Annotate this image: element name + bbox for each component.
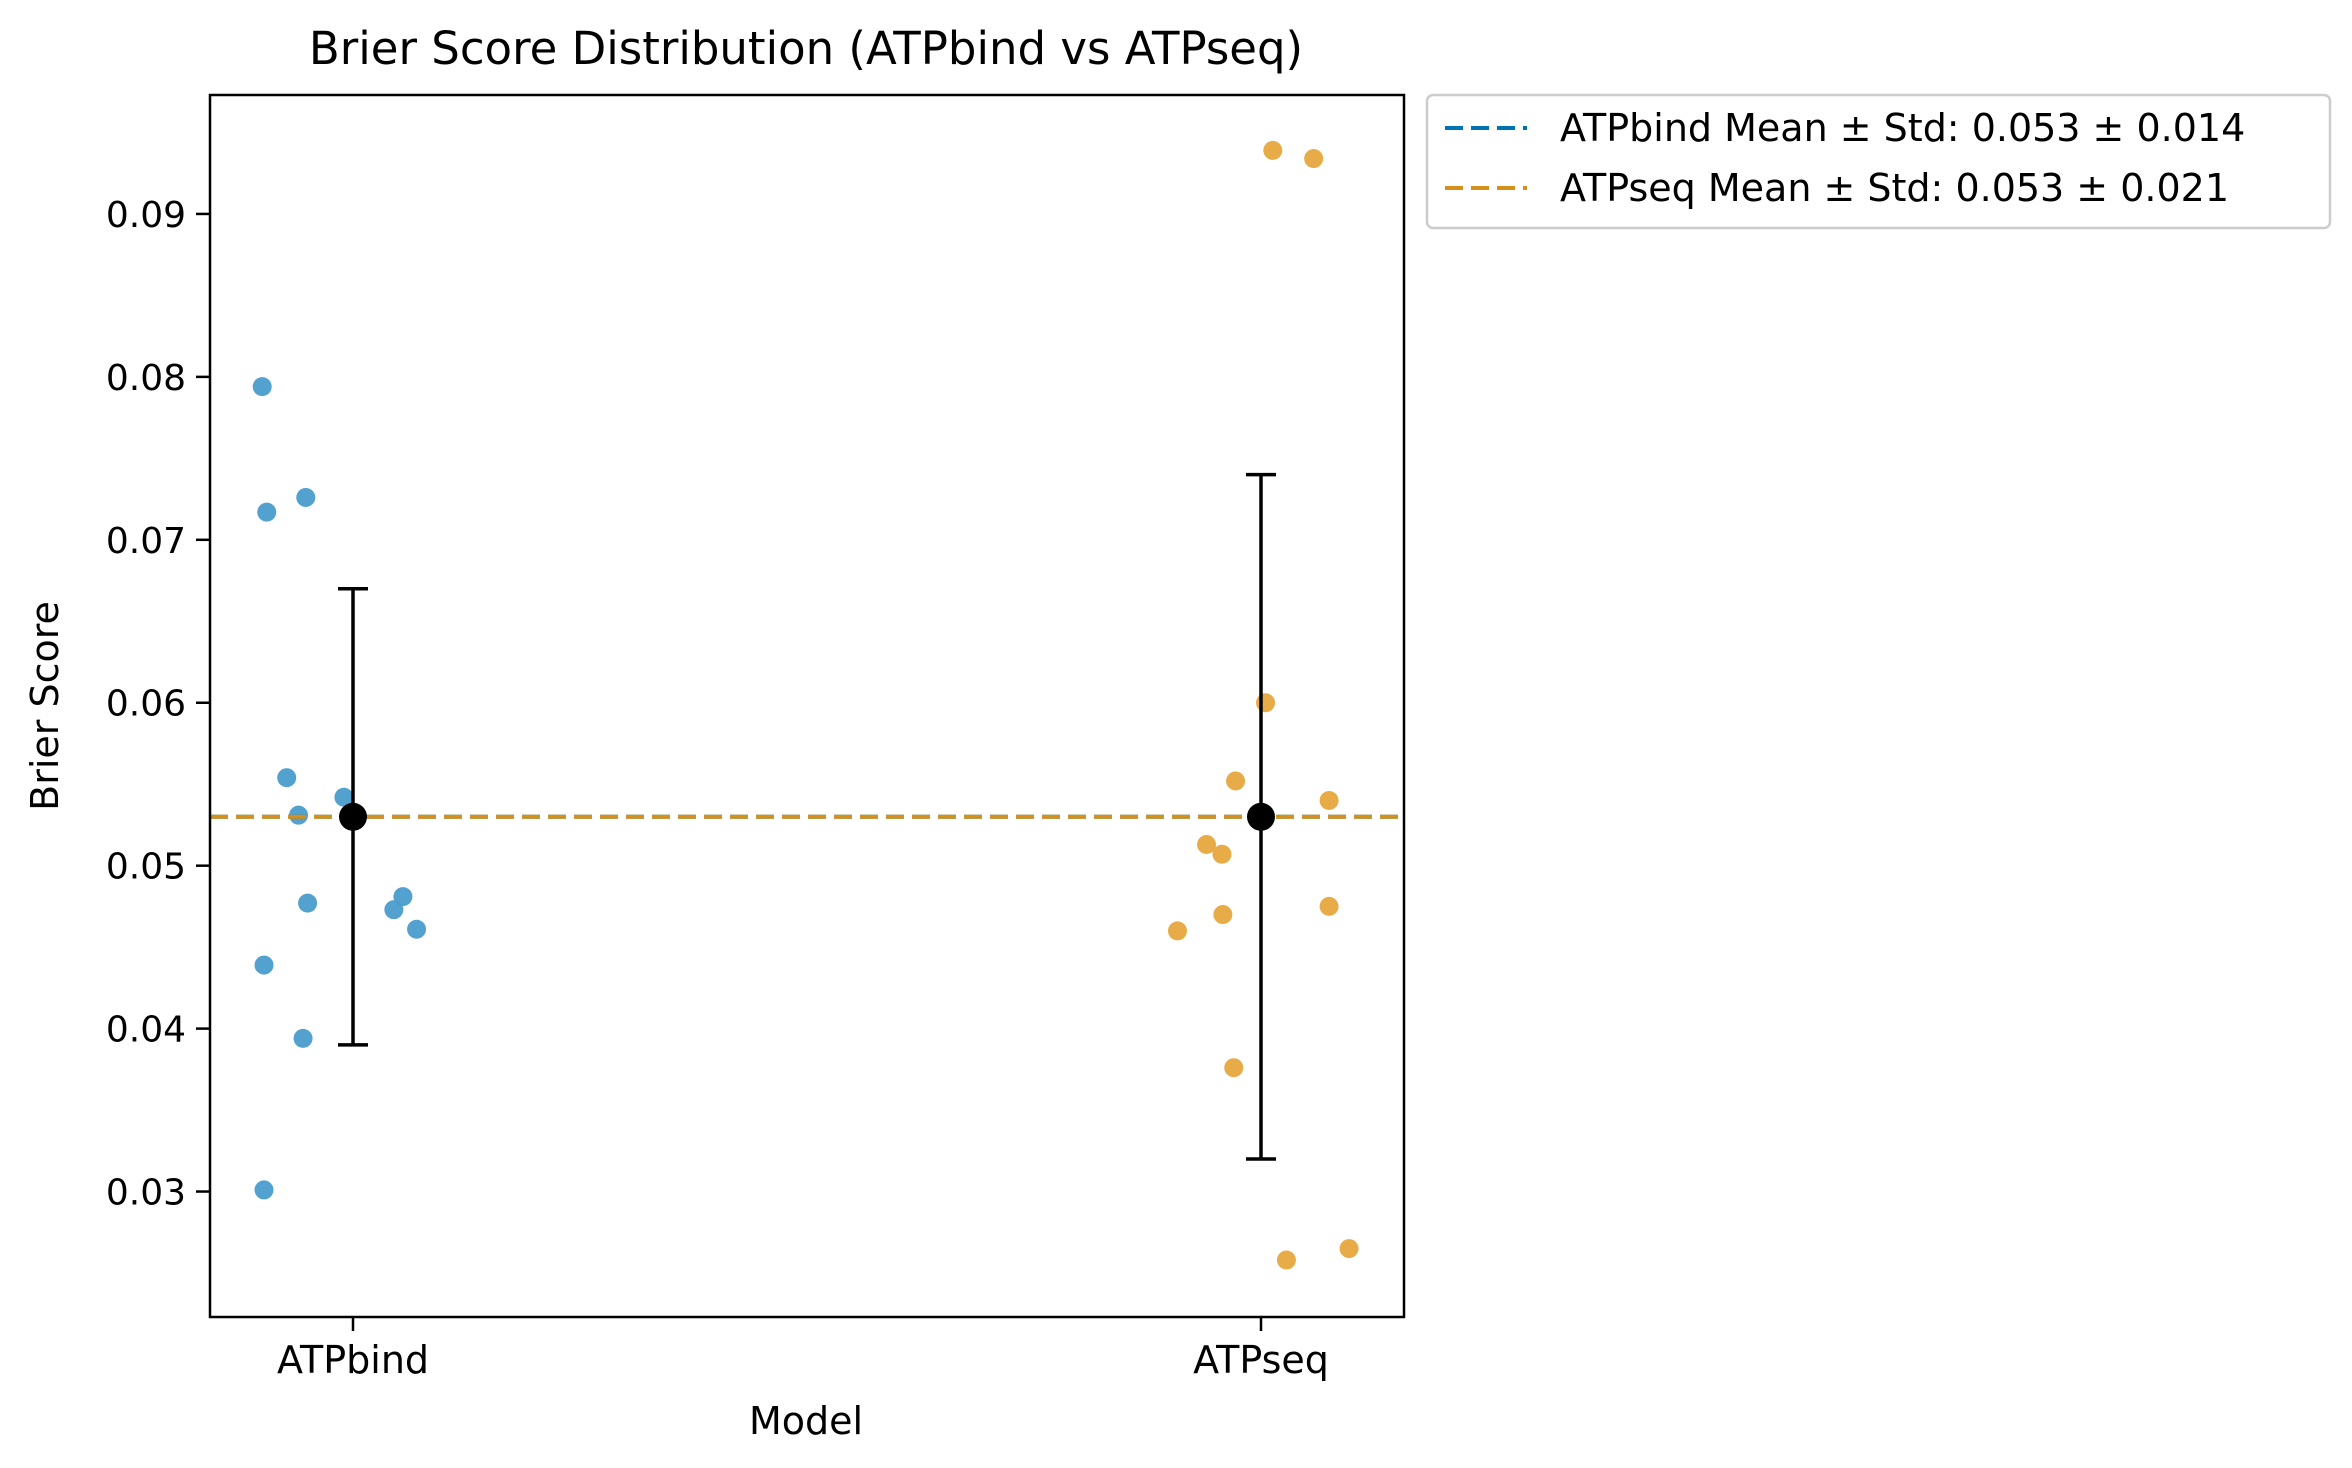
legend: ATPbind Mean ± Std: 0.053 ± 0.014 ATPseq … — [1425, 93, 2332, 230]
data-point-atpseq — [1197, 834, 1217, 854]
legend-label-atpbind: ATPbind Mean ± Std: 0.053 ± 0.014 — [1560, 106, 2245, 150]
data-point-atpseq — [1212, 844, 1232, 864]
y-tick-label: 0.06 — [106, 684, 186, 725]
data-point-atpseq — [1167, 921, 1187, 941]
x-tick-label-atpseq: ATPseq — [1193, 1338, 1329, 1382]
data-point-atpseq — [1213, 905, 1233, 925]
data-point-atpbind — [407, 919, 427, 939]
data-point-atpseq — [1304, 149, 1324, 169]
y-tick-label: 0.03 — [106, 1173, 186, 1214]
x-axis: ATPbind ATPseq — [277, 1317, 1329, 1382]
data-point-atpbind — [254, 955, 274, 975]
y-tick-label: 0.04 — [106, 1010, 186, 1051]
data-point-atpbind — [293, 1028, 313, 1048]
data-point-atpseq — [1319, 896, 1339, 916]
data-point-atpbind — [254, 1180, 274, 1200]
legend-box — [1425, 93, 2332, 230]
y-tick-label: 0.09 — [106, 195, 186, 236]
y-axis-label: Brier Score — [23, 601, 67, 811]
data-point-atpbind — [252, 377, 272, 397]
data-point-atpseq — [1224, 1058, 1244, 1078]
data-point-atpseq — [1339, 1239, 1359, 1259]
y-tick-label: 0.07 — [106, 521, 186, 562]
x-axis-label: Model — [749, 1399, 863, 1443]
data-point-atpseq — [1256, 693, 1276, 713]
data-point-atpseq — [1226, 771, 1246, 791]
mean-markers — [210, 472, 1404, 1161]
data-point-atpbind — [384, 900, 404, 920]
data-point-atpseq — [1263, 140, 1283, 160]
y-axis: 0.03 0.04 0.05 0.06 0.07 0.08 0.09 — [106, 195, 210, 1214]
mean-marker-atpbind — [339, 802, 367, 831]
data-point-atpbind — [277, 768, 297, 788]
data-points — [252, 140, 1359, 1270]
y-tick-label: 0.08 — [106, 358, 186, 399]
legend-label-atpseq: ATPseq Mean ± Std: 0.053 ± 0.021 — [1560, 166, 2229, 210]
plot-area-frame — [208, 93, 1406, 1319]
mean-marker-atpseq — [1247, 802, 1275, 831]
data-point-atpbind — [334, 787, 354, 807]
x-tick-label-atpbind: ATPbind — [277, 1338, 429, 1382]
chart-title: Brier Score Distribution (ATPbind vs ATP… — [309, 22, 1303, 75]
data-point-atpbind — [257, 502, 277, 522]
y-tick-label: 0.05 — [106, 847, 186, 888]
data-point-atpseq — [1276, 1250, 1296, 1270]
data-point-atpbind — [298, 893, 318, 913]
data-point-atpseq — [1319, 791, 1339, 811]
data-point-atpbind — [296, 487, 316, 507]
